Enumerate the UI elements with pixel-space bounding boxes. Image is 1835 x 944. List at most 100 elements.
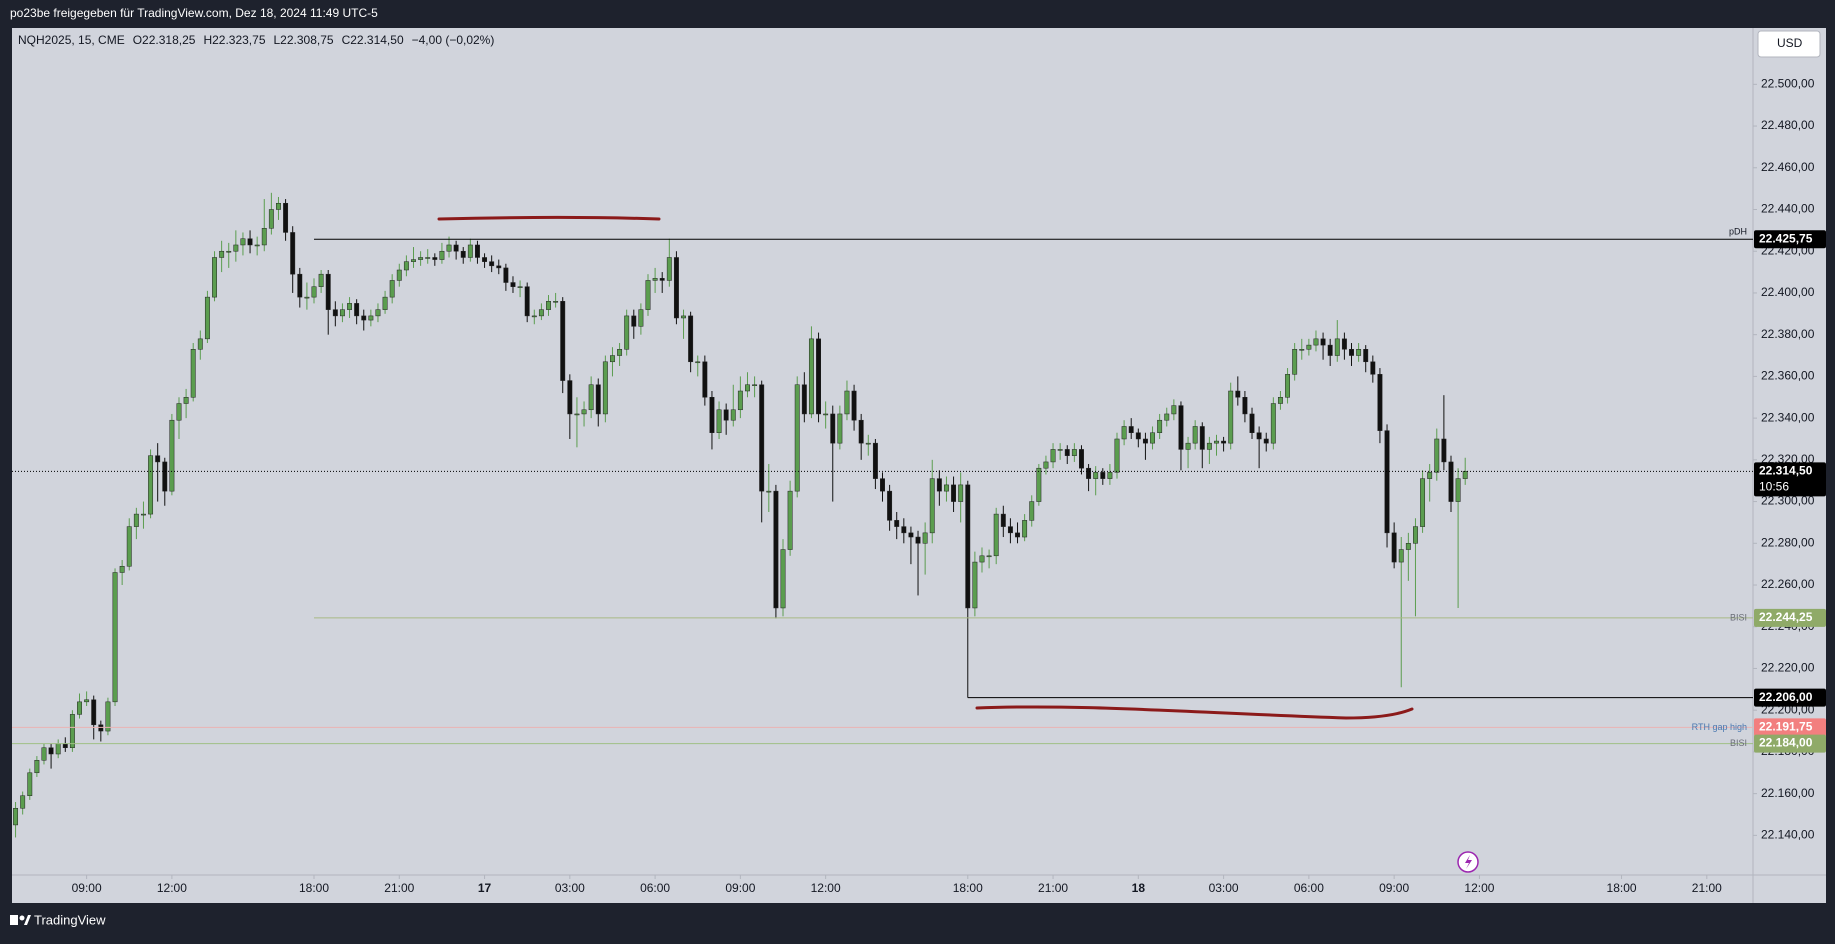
candle-body xyxy=(418,257,424,260)
legend-symbol: NQH2025, 15, CME xyxy=(18,33,125,47)
candle-body xyxy=(1270,403,1276,444)
candle-body xyxy=(489,261,495,267)
candle-body xyxy=(396,269,402,281)
candle-body xyxy=(553,301,559,303)
candle-body xyxy=(567,380,573,415)
legend-low: L22.308,75 xyxy=(274,33,334,47)
candle-body xyxy=(1462,471,1468,479)
y-tick-label: 22.380,00 xyxy=(1761,327,1815,341)
candle-body xyxy=(524,286,530,317)
candle-body xyxy=(219,250,225,258)
y-tick-label: 22.400,00 xyxy=(1761,285,1815,299)
legend-close: C22.314,50 xyxy=(342,33,404,47)
candle-body xyxy=(1093,472,1099,479)
candle-body xyxy=(169,419,175,492)
candle-body xyxy=(737,390,743,411)
candle-body xyxy=(1413,526,1418,544)
candle-body xyxy=(1299,349,1305,351)
candle-body xyxy=(1036,467,1042,502)
candle-body xyxy=(666,257,672,281)
candle-body xyxy=(1306,344,1312,350)
candle-body xyxy=(688,315,694,363)
price-label-box xyxy=(1754,718,1826,737)
y-tick-label: 22.440,00 xyxy=(1761,202,1815,216)
candle-body xyxy=(673,257,679,319)
candle-body xyxy=(723,409,729,421)
price-label: 22.206,00 xyxy=(1759,690,1813,704)
candle-body xyxy=(503,267,509,283)
chart-area xyxy=(12,28,1826,903)
level-name: BISI xyxy=(1730,738,1747,748)
candle-body xyxy=(951,484,957,502)
currency-button[interactable] xyxy=(1757,30,1821,58)
candle-body xyxy=(1064,449,1070,456)
candle-body xyxy=(1384,430,1390,534)
candle-body xyxy=(1192,426,1198,444)
candle-body xyxy=(368,315,374,321)
candle-body xyxy=(880,478,885,492)
price-label: 22.425,75 xyxy=(1759,231,1813,245)
candle-body xyxy=(98,724,104,732)
candle-body xyxy=(894,520,900,527)
candle-body xyxy=(1214,440,1219,444)
currency-label[interactable]: USD xyxy=(1777,36,1803,50)
candle-body xyxy=(887,490,893,521)
alert-icon[interactable] xyxy=(1465,855,1472,869)
legend-change: −4,00 (−0,02%) xyxy=(412,33,495,47)
annotation-stroke xyxy=(975,705,1414,720)
candle-body xyxy=(1221,440,1227,444)
candle-body xyxy=(1007,526,1013,534)
candle-body xyxy=(62,743,68,748)
candle-body xyxy=(290,232,296,275)
x-tick-label: 12:00 xyxy=(1464,881,1494,895)
candle-body xyxy=(1142,438,1148,444)
candle-body xyxy=(403,261,409,271)
candle-body xyxy=(531,315,537,318)
candle-body xyxy=(1420,478,1426,527)
candle-body xyxy=(1043,461,1049,469)
candle-body xyxy=(55,743,61,755)
candle-body xyxy=(226,250,232,253)
candle-body xyxy=(69,714,75,748)
candle-body xyxy=(276,202,281,210)
candle-body xyxy=(1263,438,1269,444)
candle-body xyxy=(425,257,431,259)
candle-body xyxy=(1050,449,1056,463)
candle-body xyxy=(254,244,260,247)
candle-body xyxy=(361,315,367,321)
candle-body xyxy=(1256,432,1262,440)
candle-body xyxy=(1434,438,1440,473)
candle-body xyxy=(681,315,686,319)
candle-body xyxy=(1363,349,1369,363)
y-tick-label: 22.360,00 xyxy=(1761,369,1815,383)
x-tick-label: 17 xyxy=(478,881,492,895)
candle-body xyxy=(546,301,551,310)
candle-body xyxy=(702,361,708,398)
candle-body xyxy=(610,355,615,363)
y-tick-label: 22.460,00 xyxy=(1761,160,1815,174)
candle-body xyxy=(162,461,168,492)
price-label-box xyxy=(1754,688,1826,707)
legend-high: H22.323,75 xyxy=(203,33,265,47)
candle-body xyxy=(325,273,331,310)
candle-body xyxy=(1292,349,1298,375)
candle-body xyxy=(297,273,303,298)
legend-open: O22.318,25 xyxy=(133,33,196,47)
candle-body xyxy=(617,349,623,356)
candle-body xyxy=(595,384,601,415)
y-tick-label: 22.500,00 xyxy=(1761,76,1815,90)
candle-body xyxy=(1391,532,1397,563)
price-label: 22.314,50 xyxy=(1759,463,1813,477)
candle-body xyxy=(510,282,516,287)
candle-body xyxy=(1235,390,1241,398)
candle-body xyxy=(858,419,864,444)
candle-body xyxy=(112,572,118,703)
candle-body xyxy=(91,699,97,726)
candle-body xyxy=(1057,449,1063,451)
candle-body xyxy=(148,455,154,515)
candle-body xyxy=(460,250,466,258)
candle-body xyxy=(517,286,523,288)
candle-body xyxy=(261,228,267,246)
candle-body xyxy=(439,250,445,260)
